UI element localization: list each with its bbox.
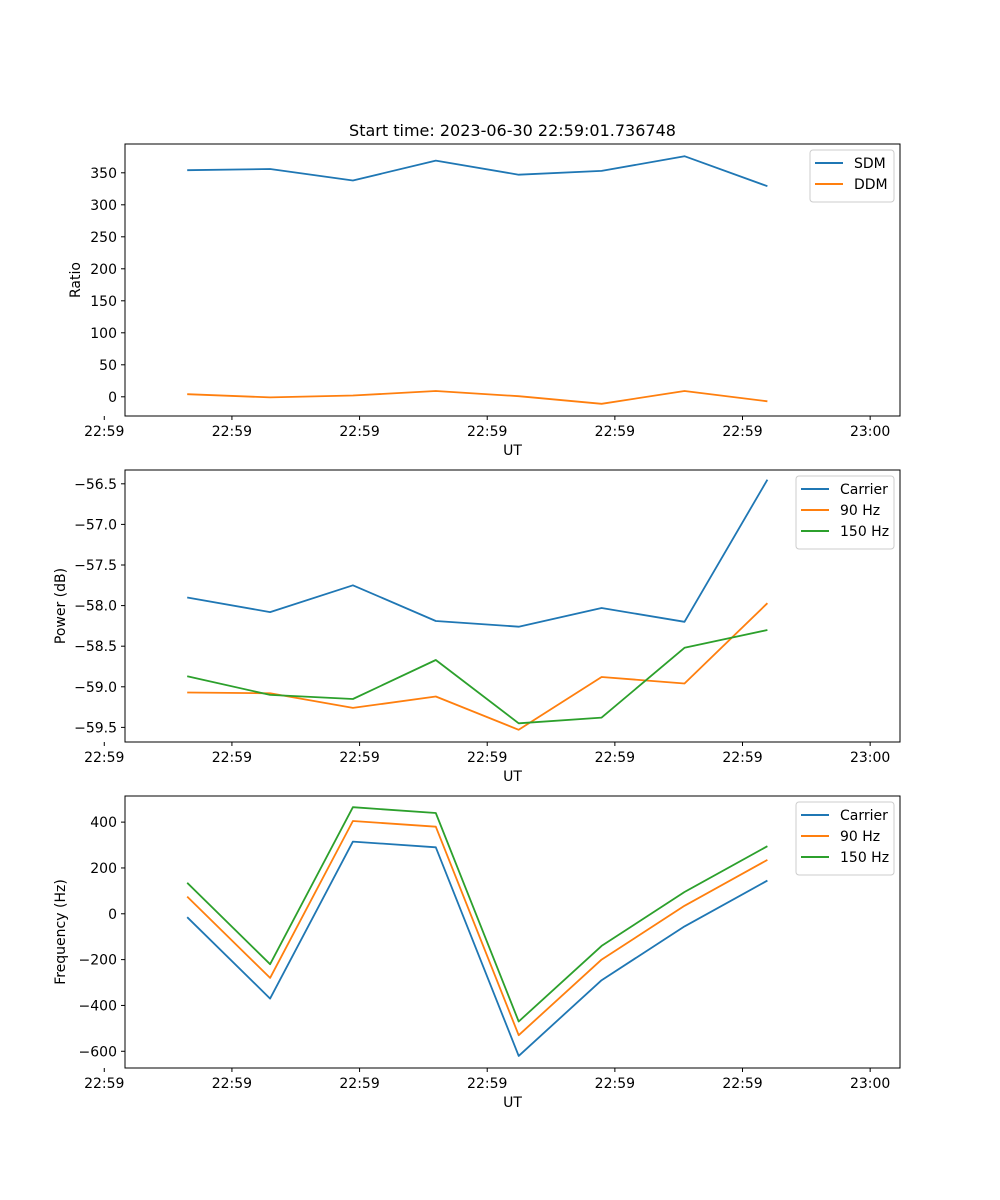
x-tick-label: 22:59 [84, 1076, 124, 1092]
x-tick-label: 22:59 [722, 1076, 762, 1092]
y-tick-label: 150 [90, 294, 117, 310]
axes-frame [124, 143, 901, 417]
x-tick-label: 22:59 [212, 424, 252, 440]
y-tick-label: −200 [79, 953, 117, 969]
legend-label: SDM [854, 156, 886, 172]
legend-label: DDM [854, 177, 888, 193]
legend: Carrier 90 Hz 150 Hz [795, 801, 895, 876]
y-tick-label: 100 [90, 326, 117, 342]
y-tick-label: −600 [79, 1044, 117, 1060]
subplots: 22:59 22:59 22:59 22:59 22:59 22:59 23:00 0 50 10… [53, 143, 901, 1111]
y-tick-label: 0 [108, 390, 117, 406]
y-tick-label: 250 [90, 230, 117, 246]
legend-label: 90 Hz [840, 829, 880, 845]
y-axis-label: Ratio [68, 262, 84, 298]
legend-label: Carrier [840, 808, 888, 824]
x-tick-label: 23:00 [850, 1076, 890, 1092]
axes-frame [124, 795, 901, 1069]
y-tick-label: −57.5 [74, 558, 117, 574]
x-tick-label: 22:59 [467, 424, 507, 440]
y-tick-label: −58.5 [74, 639, 117, 655]
y-tick-label: −59.0 [74, 680, 117, 696]
y-tick-label: 400 [90, 815, 117, 831]
x-tick-label: 22:59 [212, 750, 252, 766]
series-line-carrier [187, 479, 769, 628]
series-line-150-hz [186, 806, 768, 1023]
subplot-1: 22:59 22:59 22:59 22:59 22:59 22:59 23:00 0 50 10… [68, 143, 901, 459]
series-line-90-hz [186, 820, 768, 1037]
series-line-150-hz [187, 629, 768, 725]
x-tick-label: 22:59 [339, 1076, 379, 1092]
x-tick-label: 22:59 [595, 1076, 635, 1092]
x-tick-label: 23:00 [850, 424, 890, 440]
legend: Carrier 90 Hz 150 Hz [795, 475, 895, 550]
x-tick-label: 22:59 [467, 1076, 507, 1092]
x-axis-label: UT [503, 769, 522, 785]
y-tick-label: 200 [90, 262, 117, 278]
y-tick-label: −400 [79, 998, 117, 1014]
x-tick-label: 22:59 [467, 750, 507, 766]
x-tick-label: 22:59 [339, 424, 379, 440]
x-tick-label: 22:59 [595, 750, 635, 766]
x-tick-label: 22:59 [212, 1076, 252, 1092]
legend-label: 90 Hz [840, 503, 880, 519]
x-tick-label: 22:59 [722, 750, 762, 766]
chart-title: Start time: 2023-06-30 22:59:01.736748 [349, 121, 676, 140]
legend-label: 150 Hz [840, 850, 889, 866]
series-line-sdm [187, 155, 768, 188]
x-axis-label: UT [503, 443, 522, 459]
y-tick-label: 200 [90, 861, 117, 877]
subplot-2: 22:59 22:59 22:59 22:59 22:59 22:59 23:00 −59.5… [53, 469, 901, 785]
y-tick-label: −57.0 [74, 517, 117, 533]
x-tick-label: 23:00 [850, 750, 890, 766]
legend-label: Carrier [840, 482, 888, 498]
x-tick-label: 22:59 [595, 424, 635, 440]
y-tick-label: 350 [90, 166, 117, 182]
y-tick-label: −58.0 [74, 599, 117, 615]
series-line-ddm [187, 390, 768, 405]
x-tick-label: 22:59 [722, 424, 762, 440]
y-tick-label: 0 [108, 907, 117, 923]
x-axis-label: UT [503, 1095, 522, 1111]
x-tick-label: 22:59 [84, 424, 124, 440]
y-tick-label: −59.5 [74, 720, 117, 736]
legend-label: 150 Hz [840, 524, 889, 540]
x-tick-label: 22:59 [339, 750, 379, 766]
legend: SDM DDM [809, 149, 895, 203]
y-axis-label: Frequency (Hz) [53, 879, 69, 985]
y-tick-label: −56.5 [74, 477, 117, 493]
series-line-carrier [186, 840, 768, 1057]
x-tick-label: 22:59 [84, 750, 124, 766]
y-tick-label: 300 [90, 198, 117, 214]
y-axis-label: Power (dB) [53, 568, 69, 644]
subplot-3: 22:59 22:59 22:59 22:59 22:59 22:59 23:00 −600 −… [53, 795, 901, 1111]
y-tick-label: 50 [99, 358, 117, 374]
